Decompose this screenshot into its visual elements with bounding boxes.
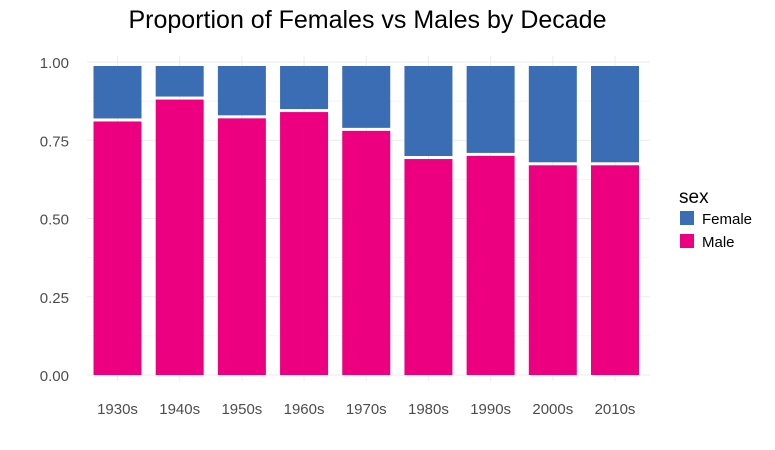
x-tick-label: 1970s: [346, 401, 387, 418]
bar-male-1930s: [93, 121, 142, 375]
y-tick-label: 1.00: [40, 55, 69, 72]
bar-female-1930s: [93, 66, 142, 119]
x-tick-label: 2010s: [595, 401, 636, 418]
y-axis: 0.00 0.25 0.50 0.75 1.00: [40, 55, 69, 385]
bars-layer: [93, 66, 639, 375]
legend-swatch-female: [680, 211, 694, 225]
x-tick-label: 1950s: [221, 401, 262, 418]
y-tick-label: 0.50: [40, 212, 69, 229]
bar-female-2000s: [528, 66, 577, 163]
bar-male-1970s: [342, 130, 391, 375]
legend-label-male: Male: [702, 234, 735, 251]
x-tick-label: 1960s: [284, 401, 325, 418]
legend-title: sex: [679, 187, 709, 208]
x-axis: 1930s 1940s 1950s 1960s 1970s 1980s 1990s 2000s…: [97, 401, 635, 418]
bar-male-1990s: [466, 155, 515, 375]
y-tick-label: 0.00: [40, 368, 69, 385]
bar-female-1940s: [155, 66, 204, 97]
bar-male-1980s: [404, 159, 453, 375]
legend: sex Female Male: [679, 187, 752, 251]
x-tick-label: 1930s: [97, 401, 138, 418]
bar-female-1950s: [217, 66, 266, 116]
bar-female-1980s: [404, 66, 453, 157]
y-tick-label: 0.25: [40, 290, 69, 307]
y-tick-label: 0.75: [40, 133, 69, 150]
x-tick-label: 1940s: [159, 401, 200, 418]
x-tick-label: 1980s: [408, 401, 449, 418]
chart-title: Proportion of Females vs Males by Decade: [128, 6, 607, 34]
legend-swatch-male: [680, 234, 694, 248]
bar-female-1990s: [466, 66, 515, 153]
x-tick-label: 2000s: [532, 401, 573, 418]
x-tick-label: 1990s: [470, 401, 511, 418]
bar-male-2010s: [591, 165, 639, 375]
bar-female-1960s: [280, 66, 329, 110]
legend-label-female: Female: [702, 211, 752, 228]
bar-male-1960s: [280, 112, 329, 375]
bar-male-1940s: [155, 99, 204, 375]
bar-female-1970s: [342, 66, 391, 128]
bar-male-1950s: [217, 118, 266, 375]
bar-male-2000s: [528, 165, 577, 375]
bar-female-2010s: [591, 66, 639, 163]
